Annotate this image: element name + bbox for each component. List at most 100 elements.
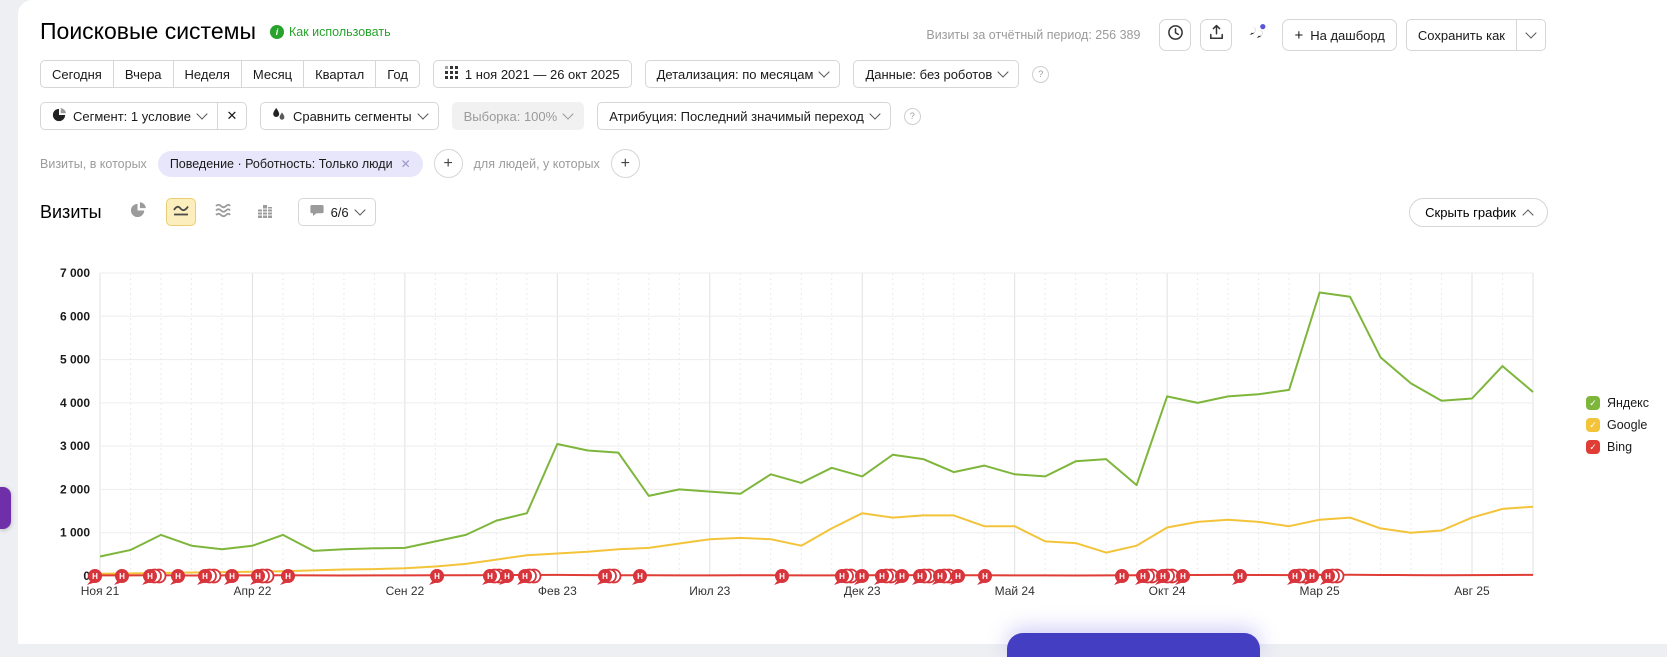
annotation-marker[interactable]: Н (170, 569, 185, 585)
annotation-marker[interactable]: Н (87, 569, 102, 585)
annotation-marker[interactable]: Н (950, 569, 965, 585)
period-tab-6[interactable]: Год (375, 60, 420, 88)
annotation-marker[interactable]: Н (499, 569, 514, 585)
legend-label: Bing (1607, 440, 1633, 454)
annotation-marker[interactable]: Н (1304, 569, 1319, 585)
annotations-counter-dropdown[interactable]: 6/6 (297, 198, 376, 226)
history-button[interactable] (1159, 19, 1192, 51)
data-mode-label: Данные: без роботов (865, 66, 993, 82)
chart-type-line-button[interactable] (165, 198, 196, 226)
data-mode-dropdown[interactable]: Данные: без роботов (853, 60, 1020, 88)
svg-text:Н: Н (1309, 572, 1315, 581)
annotation-marker[interactable]: Н (517, 568, 542, 585)
add-people-condition-button[interactable]: + (610, 149, 640, 178)
annotation-marker[interactable]: Н (142, 568, 167, 585)
legend-label: Яндекс (1607, 396, 1650, 410)
chip-close-icon[interactable]: ✕ (400, 156, 411, 171)
svg-text:Н: Н (1140, 572, 1146, 581)
svg-text:Н: Н (779, 572, 785, 581)
filter-chip-label: Поведение · Роботность: Только люди (169, 156, 393, 171)
sampling-dropdown[interactable]: Выборка: 100% (451, 102, 585, 130)
date-range-button[interactable]: 1 ноя 2021 — 26 окт 2025 (432, 60, 632, 88)
annotation-marker[interactable]: Н (977, 569, 992, 585)
annotation-marker[interactable]: Н (597, 568, 622, 585)
annotation-marker[interactable]: Н (114, 569, 129, 585)
people-filter-prefix: для людей, у которых (473, 156, 600, 171)
compare-segments-dropdown[interactable]: Сравнить сегменты (259, 102, 439, 130)
segment-clear-button[interactable]: ✕ (216, 102, 247, 130)
export-button[interactable] (1200, 19, 1233, 51)
annotation-marker[interactable]: Н (197, 568, 222, 585)
speech-bubble-icon (309, 204, 324, 220)
period-tab-5[interactable]: Квартал (303, 60, 377, 88)
svg-text:Н: Н (637, 572, 643, 581)
annotation-marker[interactable]: Н (1232, 569, 1247, 585)
chart-legend: ✓ Яндекс ✓ Google ✓ Bing (1586, 396, 1649, 454)
svg-text:Н: Н (917, 572, 923, 581)
chart-type-areas-icon-button[interactable] (208, 198, 238, 226)
chart-type-pie-button[interactable] (124, 198, 154, 226)
add-to-dashboard-button[interactable]: + На дашборд (1282, 19, 1397, 51)
visits-summary: Визиты за отчётный период: 256 389 (926, 28, 1141, 42)
annotation-marker[interactable]: Н (912, 568, 937, 585)
help-icon[interactable]: ? (903, 107, 921, 125)
svg-text:Н: Н (434, 572, 440, 581)
chart-type-columns-button[interactable] (250, 198, 280, 226)
svg-text:Н: Н (982, 572, 988, 581)
annotation-marker[interactable]: Н (224, 569, 239, 585)
annotation-marker[interactable]: Н (280, 569, 295, 585)
attribution-dropdown[interactable]: Атрибуция: Последний значимый переход (597, 102, 891, 130)
annotations-counter-label: 6/6 (330, 204, 349, 220)
chevron-down-icon (562, 108, 574, 120)
annotation-marker[interactable]: Н (1175, 569, 1190, 585)
svg-text:Н: Н (285, 572, 291, 581)
annotation-marker[interactable]: Н (1114, 569, 1129, 585)
filter-chip-robots[interactable]: Поведение · Роботность: Только люди ✕ (157, 150, 423, 177)
svg-text:Н: Н (602, 572, 608, 581)
segment-dropdown[interactable]: Сегмент: 1 условие (40, 102, 218, 130)
annotation-marker[interactable]: Н (250, 568, 275, 585)
annotation-marker[interactable]: Н (774, 569, 789, 585)
svg-text:Н: Н (1180, 572, 1186, 581)
info-icon: i (269, 24, 284, 39)
annotation-marker[interactable]: Н (894, 569, 909, 585)
annotation-marker[interactable]: Н (854, 569, 869, 585)
period-tab-4[interactable]: Месяц (240, 60, 305, 88)
feedback-side-tab[interactable] (0, 487, 11, 529)
plus-icon: + (1294, 26, 1304, 44)
save-as-menu-button[interactable] (1516, 19, 1546, 51)
save-as-button[interactable]: Сохранить как (1405, 19, 1517, 51)
legend-item-google[interactable]: ✓ Google (1586, 418, 1649, 432)
segment-label: Сегмент: 1 условие (73, 108, 191, 124)
add-visits-condition-button[interactable]: + (433, 149, 463, 178)
how-to-use-link[interactable]: i Как использовать (269, 24, 391, 39)
chevron-down-icon (416, 108, 429, 120)
chevron-down-icon (196, 108, 208, 120)
svg-text:Н: Н (899, 572, 905, 581)
clock-icon (1167, 24, 1184, 46)
legend-item-bing[interactable]: ✓ Bing (1586, 440, 1649, 454)
legend-item-яндекс[interactable]: ✓ Яндекс (1586, 396, 1649, 410)
annotation-marker[interactable]: Н (1135, 568, 1160, 585)
annotation-marker[interactable]: Н (874, 568, 899, 585)
period-tab-1[interactable]: Сегодня (40, 60, 114, 88)
annotation-marker[interactable]: Н (632, 569, 647, 585)
help-icon[interactable]: ? (1032, 65, 1050, 83)
annotation-marker[interactable]: Н (1155, 568, 1180, 585)
period-tab-2[interactable]: Вчера (112, 60, 174, 88)
annotation-marker[interactable]: Н (1320, 568, 1345, 585)
svg-text:Н: Н (147, 572, 153, 581)
hide-chart-button[interactable]: Скрыть график (1409, 198, 1548, 227)
annotation-marker[interactable]: Н (429, 569, 444, 585)
comments-button[interactable] (1241, 19, 1274, 51)
annotation-marker[interactable]: Н (834, 568, 859, 585)
date-range-label: 1 ноя 2021 — 26 окт 2025 (464, 66, 620, 82)
chevron-down-icon (869, 108, 881, 120)
svg-text:Н: Н (839, 572, 845, 581)
detail-dropdown[interactable]: Детализация: по месяцам (644, 60, 841, 88)
svg-text:Н: Н (487, 572, 493, 581)
hide-chart-label: Скрыть график (1425, 205, 1516, 220)
bottom-notification-bar[interactable] (1007, 633, 1260, 657)
period-tab-3[interactable]: Неделя (172, 60, 242, 88)
svg-text:Н: Н (522, 572, 528, 581)
